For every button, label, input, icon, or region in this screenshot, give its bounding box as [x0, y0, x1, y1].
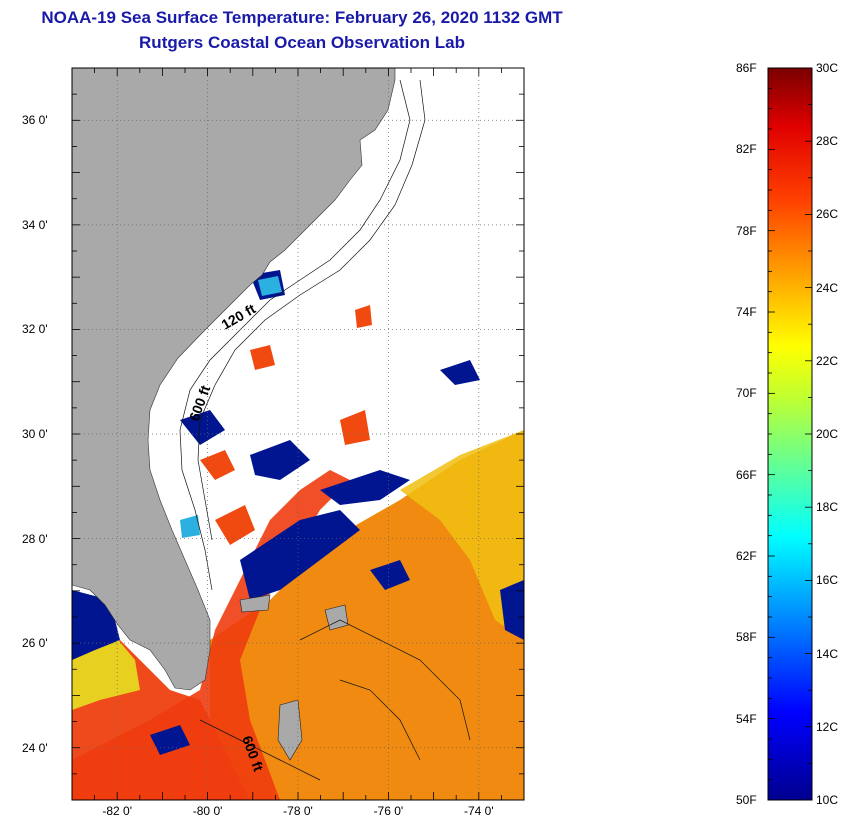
colorbar-celsius-label: 14C: [816, 646, 839, 661]
bahamas-islands: [239, 594, 349, 761]
colorbar-fahrenheit-label: 70F: [736, 386, 757, 401]
map-ticks: [71, 67, 525, 801]
colorbar-celsius-label: 20C: [816, 427, 839, 441]
colorbar-fahrenheit-label: 66F: [736, 467, 757, 482]
longitude-label: -80 0': [192, 804, 223, 818]
colorbar-celsius-label: 24C: [816, 280, 839, 295]
colorbar-celsius-label: 28C: [816, 134, 839, 149]
colorbar-fahrenheit-label: 62F: [736, 549, 757, 563]
latitude-label: 34 0': [22, 217, 48, 232]
latitude-label: 24 0': [22, 740, 48, 755]
colorbar-fahrenheit-label: 86F: [736, 61, 757, 75]
longitude-label: -74 0': [463, 804, 494, 818]
map-area: [72, 68, 524, 800]
title-line-1: NOAA-19 Sea Surface Temperature: Februar…: [41, 8, 563, 27]
colorbar-fahrenheit-label: 58F: [736, 630, 757, 645]
depth-contours: [179, 79, 471, 781]
title-line-2: Rutgers Coastal Ocean Observation Lab: [139, 33, 465, 52]
scattered-warm-patches: [200, 305, 372, 545]
latitude-label: 32 0': [22, 322, 48, 337]
colorbar-celsius-label: 12C: [816, 719, 839, 734]
colorbar-fahrenheit-label: 82F: [736, 142, 757, 157]
land-us-southeast: [72, 68, 396, 691]
colorbar-celsius-label: 18C: [816, 500, 839, 515]
longitude-label: -82 0': [102, 804, 133, 818]
colorbar-celsius-label: 30C: [816, 61, 839, 75]
colorbar-celsius-label: 16C: [816, 573, 839, 588]
yellow-water-region: [400, 430, 524, 640]
colorbar-fahrenheit-label: 78F: [736, 223, 757, 238]
latitude-label: 36 0': [22, 113, 48, 128]
colorbar-fahrenheit-label: 74F: [736, 305, 757, 319]
colorbar-celsius-label: 10C: [816, 793, 839, 807]
latitude-label: 26 0': [22, 636, 48, 651]
colorbar-ticks: [768, 67, 812, 801]
longitude-label: -78 0': [283, 804, 313, 818]
latitude-label: 28 0': [22, 531, 48, 546]
colorbar-celsius-label: 26C: [816, 207, 839, 222]
latitude-label: 30 0': [22, 427, 48, 441]
colorbar-celsius-label: 22C: [816, 353, 839, 368]
colorbar-fahrenheit-label: 50F: [736, 793, 757, 807]
graticule: [72, 68, 524, 800]
longitude-label: -76 0': [373, 804, 404, 818]
colorbar-fahrenheit-label: 54F: [736, 711, 757, 726]
